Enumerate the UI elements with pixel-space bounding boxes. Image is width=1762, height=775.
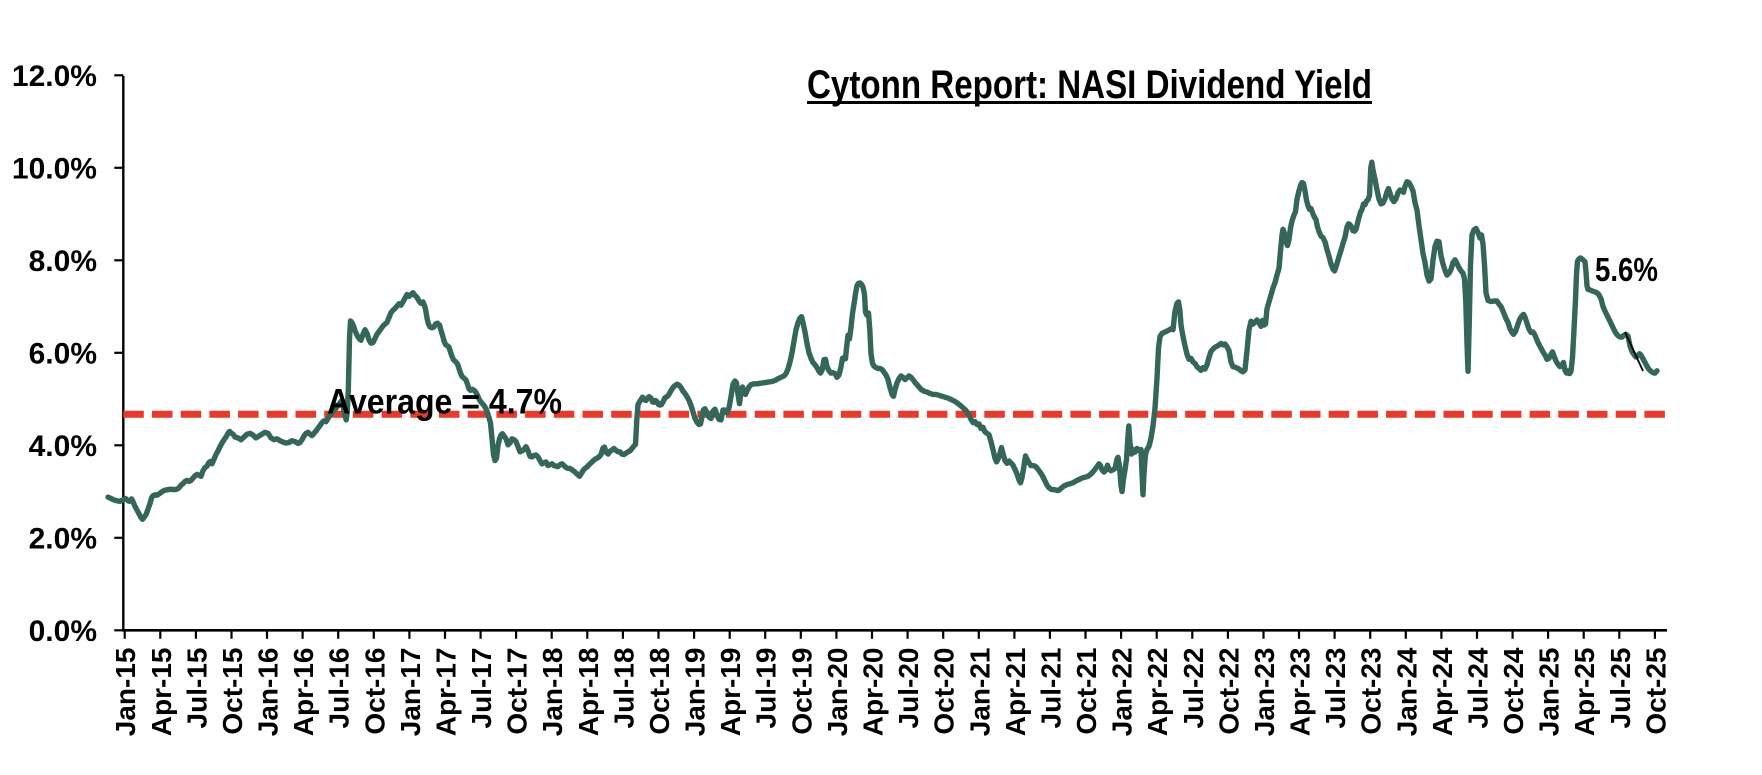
svg-text:Jul-15: Jul-15 [181, 648, 212, 729]
svg-text:Jul-23: Jul-23 [1320, 648, 1351, 729]
svg-text:Cytonn Report: NASI Dividend Y: Cytonn Report: NASI Dividend Yield [807, 63, 1372, 107]
svg-text:2.0%: 2.0% [29, 522, 97, 555]
svg-text:Apr-21: Apr-21 [1000, 648, 1031, 737]
svg-text:5.6%: 5.6% [1595, 251, 1658, 288]
svg-text:Apr-19: Apr-19 [715, 648, 746, 737]
svg-text:Oct-24: Oct-24 [1498, 647, 1529, 735]
svg-text:Jan-15: Jan-15 [110, 648, 141, 737]
svg-text:Jan-19: Jan-19 [680, 648, 711, 737]
svg-text:Average = 4.7%: Average = 4.7% [327, 383, 562, 422]
svg-text:Apr-23: Apr-23 [1285, 648, 1316, 737]
svg-text:Jan-23: Jan-23 [1249, 648, 1280, 737]
svg-text:Oct-17: Oct-17 [502, 648, 533, 735]
svg-text:Jan-17: Jan-17 [395, 648, 426, 737]
svg-text:Oct-15: Oct-15 [217, 648, 248, 735]
svg-text:4.0%: 4.0% [29, 430, 97, 463]
svg-text:Jul-17: Jul-17 [466, 648, 497, 729]
svg-text:10.0%: 10.0% [12, 152, 97, 185]
svg-text:Apr-20: Apr-20 [858, 648, 889, 737]
svg-text:8.0%: 8.0% [29, 245, 97, 278]
svg-text:Jan-21: Jan-21 [964, 648, 995, 737]
svg-text:Apr-17: Apr-17 [431, 648, 462, 737]
svg-text:Jul-25: Jul-25 [1605, 648, 1636, 729]
svg-text:Jul-18: Jul-18 [608, 648, 639, 729]
svg-text:Oct-19: Oct-19 [786, 648, 817, 735]
svg-text:Jan-25: Jan-25 [1534, 648, 1565, 737]
svg-text:Apr-16: Apr-16 [288, 648, 319, 737]
svg-text:Oct-25: Oct-25 [1640, 648, 1671, 735]
svg-text:0.0%: 0.0% [29, 615, 97, 648]
svg-text:12.0%: 12.0% [12, 60, 97, 93]
svg-text:Apr-15: Apr-15 [146, 648, 177, 737]
svg-text:Jul-24: Jul-24 [1463, 647, 1494, 728]
svg-text:Oct-21: Oct-21 [1071, 648, 1102, 735]
svg-text:Oct-16: Oct-16 [359, 648, 390, 735]
svg-text:Jul-20: Jul-20 [893, 648, 924, 729]
svg-text:Oct-23: Oct-23 [1356, 648, 1387, 735]
svg-text:Jan-16: Jan-16 [253, 648, 284, 737]
svg-text:Jan-20: Jan-20 [822, 648, 853, 737]
svg-text:Apr-22: Apr-22 [1142, 648, 1173, 737]
svg-text:Apr-25: Apr-25 [1569, 648, 1600, 737]
svg-text:Jul-22: Jul-22 [1178, 648, 1209, 729]
svg-text:Jan-24: Jan-24 [1391, 647, 1422, 736]
svg-text:Oct-20: Oct-20 [929, 648, 960, 735]
svg-text:Apr-18: Apr-18 [573, 648, 604, 737]
svg-text:Jan-22: Jan-22 [1107, 648, 1138, 737]
svg-text:Jan-18: Jan-18 [537, 648, 568, 737]
svg-text:Apr-24: Apr-24 [1427, 647, 1458, 736]
svg-text:Jul-21: Jul-21 [1035, 648, 1066, 729]
svg-text:6.0%: 6.0% [29, 337, 97, 370]
svg-text:Oct-22: Oct-22 [1213, 648, 1244, 735]
svg-text:Jul-16: Jul-16 [324, 648, 355, 729]
svg-text:Oct-18: Oct-18 [644, 648, 675, 735]
svg-text:Jul-19: Jul-19 [751, 648, 782, 729]
